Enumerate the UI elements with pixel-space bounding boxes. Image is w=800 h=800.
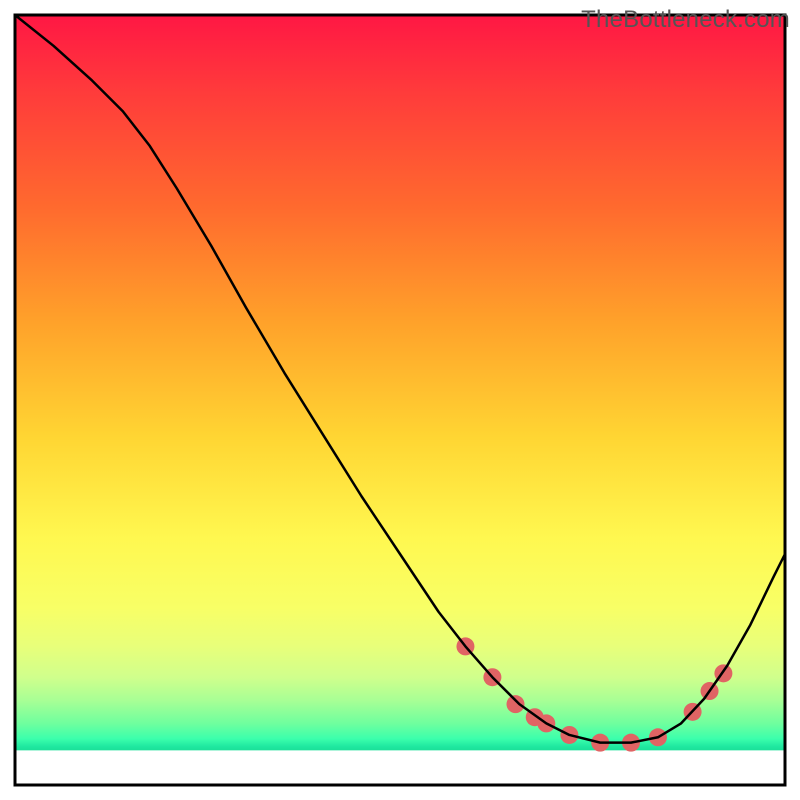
white-baseline-band	[15, 750, 785, 785]
gradient-background	[15, 15, 785, 785]
chart-container: TheBottleneck.com	[0, 0, 800, 800]
data-marker	[507, 695, 525, 713]
watermark-text: TheBottleneck.com	[581, 6, 790, 34]
bottleneck-curve-chart	[0, 0, 800, 800]
